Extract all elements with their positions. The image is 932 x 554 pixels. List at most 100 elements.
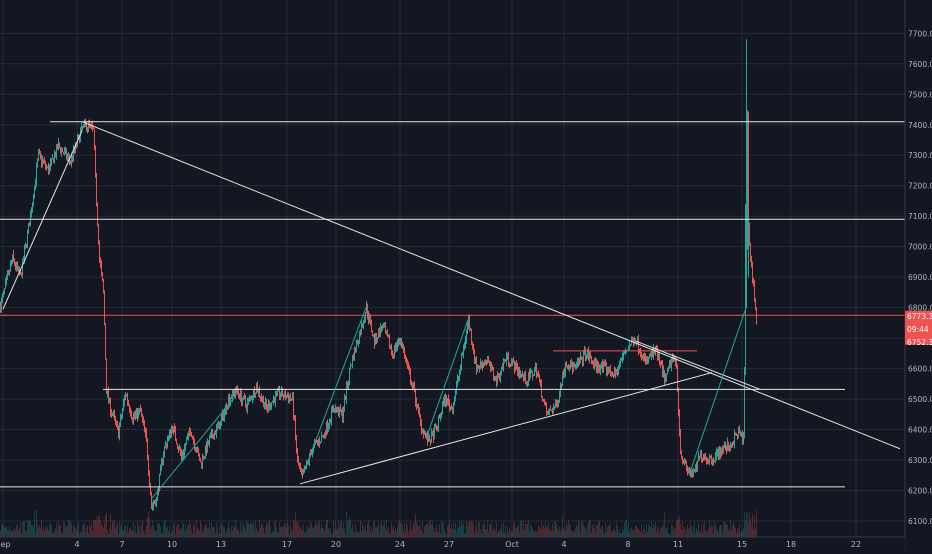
candle-body xyxy=(526,383,527,385)
volume-bar xyxy=(457,528,458,537)
volume-bar xyxy=(9,526,10,537)
candle-body xyxy=(427,433,428,443)
candle-body xyxy=(575,364,576,366)
candle-body xyxy=(110,398,111,414)
volume-bar xyxy=(13,531,14,537)
volume-bar xyxy=(422,521,423,537)
volume-bar xyxy=(681,529,682,537)
candle-body xyxy=(383,326,384,329)
candle-body xyxy=(652,352,653,356)
candle-body xyxy=(438,417,439,430)
volume-bar xyxy=(734,524,735,537)
candle-body xyxy=(322,435,323,437)
volume-bar xyxy=(586,531,587,537)
volume-bar xyxy=(551,529,552,537)
candle-body xyxy=(186,439,187,445)
candle-body xyxy=(648,357,649,361)
candle-body xyxy=(209,438,210,445)
candle-body xyxy=(104,290,105,325)
time-tick-label: 7 xyxy=(119,540,124,549)
candle-body xyxy=(611,373,612,375)
volume-bar xyxy=(343,522,344,537)
candle-body xyxy=(378,330,379,339)
volume-bar xyxy=(264,533,265,537)
volume-bar xyxy=(21,532,22,537)
volume-bar xyxy=(506,533,507,537)
candle-body xyxy=(345,398,346,401)
candle-body xyxy=(31,211,32,215)
volume-bar xyxy=(495,529,496,537)
volume-bar xyxy=(618,532,619,537)
candle-body xyxy=(398,338,399,344)
candle-body xyxy=(420,416,421,422)
candle-body xyxy=(375,334,376,345)
volume-bar xyxy=(706,530,707,537)
candle-body xyxy=(356,342,357,352)
volume-bar xyxy=(312,526,313,537)
candle-body xyxy=(713,460,714,464)
volume-bar xyxy=(82,525,83,537)
candle-body xyxy=(338,407,339,416)
candle-body xyxy=(698,455,699,462)
volume-bar xyxy=(531,525,532,537)
candle-body xyxy=(348,380,349,386)
volume-bar xyxy=(46,528,47,537)
volume-bar xyxy=(556,524,557,537)
volume-bar xyxy=(177,524,178,537)
candle-body xyxy=(536,366,537,374)
candle-body xyxy=(51,158,52,163)
volume-bar xyxy=(508,532,509,537)
candle-body xyxy=(694,469,695,471)
volume-bar xyxy=(664,512,665,537)
candle-body xyxy=(124,397,125,403)
candle-body xyxy=(243,395,244,400)
candle-body xyxy=(597,363,598,370)
volume-bar xyxy=(564,526,565,537)
volume-bar xyxy=(507,525,508,537)
volume-bar xyxy=(426,523,427,537)
candle-body xyxy=(174,426,175,430)
volume-bar xyxy=(575,528,576,537)
candle-body xyxy=(305,468,306,470)
volume-bar xyxy=(683,529,684,537)
volume-bar xyxy=(160,526,161,537)
volume-bar xyxy=(124,526,125,537)
candle-body xyxy=(479,367,480,369)
volume-bar xyxy=(382,526,383,537)
volume-bar xyxy=(64,522,65,537)
candle-body xyxy=(96,173,97,205)
candle-body xyxy=(488,360,489,362)
candle-body xyxy=(282,389,283,397)
volume-bar xyxy=(560,531,561,537)
candle-body xyxy=(471,329,472,342)
volume-bar xyxy=(165,521,166,537)
trendline-drawings[interactable] xyxy=(0,121,905,499)
candle-body xyxy=(402,345,403,347)
candle-body xyxy=(661,363,662,365)
volume-bar xyxy=(50,524,51,537)
candle-body xyxy=(123,402,124,410)
price-tick-label: 7500.00 xyxy=(908,90,932,99)
volume-bar xyxy=(8,529,9,537)
time-axis[interactable]: Sep47101317202427Oct4811151822 xyxy=(0,536,905,550)
volume-bar xyxy=(298,522,299,537)
volume-bar xyxy=(218,533,219,537)
candle-body xyxy=(190,432,191,435)
volume-bar xyxy=(118,533,119,537)
candle-body xyxy=(84,122,85,125)
volume-bar xyxy=(211,522,212,537)
volume-bar xyxy=(471,521,472,537)
price-axis[interactable]: 6100.006200.006300.006400.006500.006600.… xyxy=(904,0,932,550)
volume-bar xyxy=(109,528,110,537)
volume-bar xyxy=(431,524,432,537)
candle-body xyxy=(392,351,393,355)
volume-bar xyxy=(299,528,300,537)
volume-bar xyxy=(189,521,190,537)
candle-body xyxy=(454,399,455,405)
candle-body xyxy=(46,166,47,168)
candle-body xyxy=(531,371,532,373)
candle-body xyxy=(216,426,217,435)
volume-bar xyxy=(640,531,641,537)
